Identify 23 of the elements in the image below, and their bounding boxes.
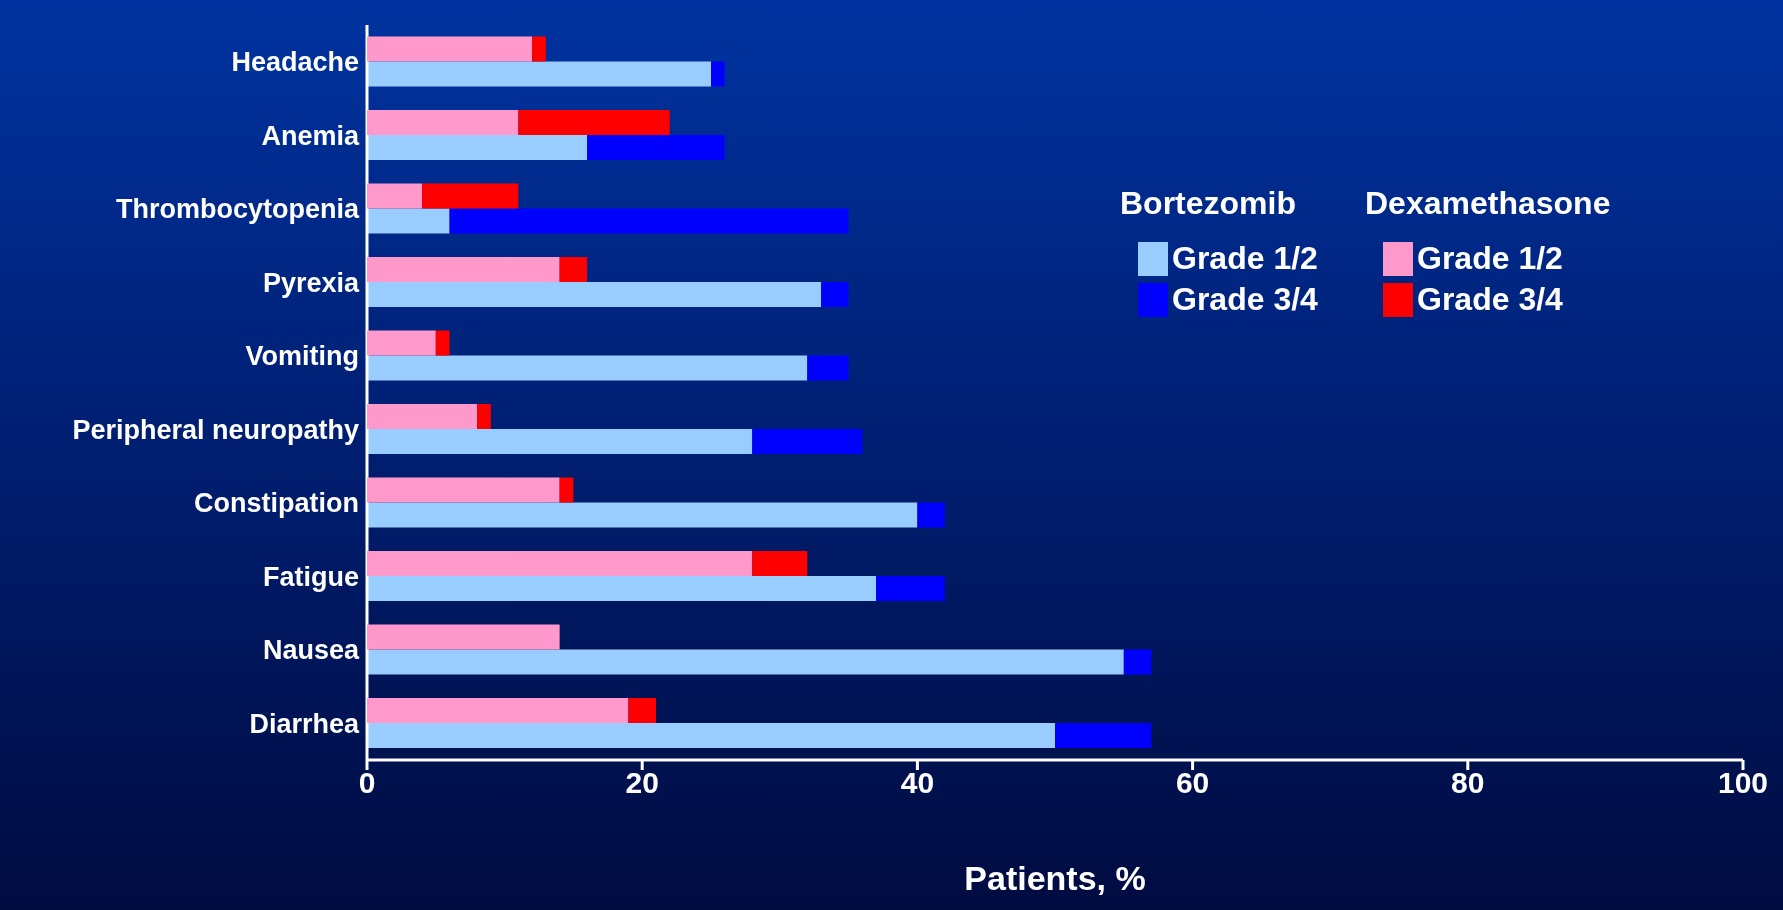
legend-label: Grade 3/4: [1417, 281, 1563, 318]
y-tick-label: Thrombocytopenia: [115, 194, 360, 225]
y-tick-label: Constipation: [194, 488, 359, 519]
y-tick-label: Headache: [231, 47, 359, 78]
legend-label: Grade 1/2: [1172, 240, 1318, 277]
x-tick-label: 80: [1451, 766, 1485, 800]
legend-title: Bortezomib: [1120, 185, 1297, 222]
y-tick-label: Anemia: [261, 120, 360, 151]
x-tick-label: 40: [900, 766, 935, 800]
y-tick-label: Nausea: [262, 635, 360, 666]
x-tick-label: 100: [1717, 766, 1769, 800]
x-tick-label: 60: [1175, 766, 1210, 800]
y-tick-label: Peripheral neuropathy: [72, 414, 359, 445]
x-tick-label: 20: [625, 766, 659, 800]
y-tick-label: Vomiting: [245, 341, 359, 372]
y-tick-label: Diarrhea: [249, 708, 360, 739]
x-tick-label: 0: [358, 766, 376, 800]
legend-title: Dexamethasone: [1365, 185, 1611, 222]
y-tick-label: Fatigue: [262, 561, 359, 592]
x-axis-title: Patients, %: [964, 859, 1146, 897]
legend-label: Grade 3/4: [1172, 281, 1318, 318]
legend-label: Grade 1/2: [1417, 240, 1563, 277]
y-tick-label: Pyrexia: [262, 267, 360, 298]
